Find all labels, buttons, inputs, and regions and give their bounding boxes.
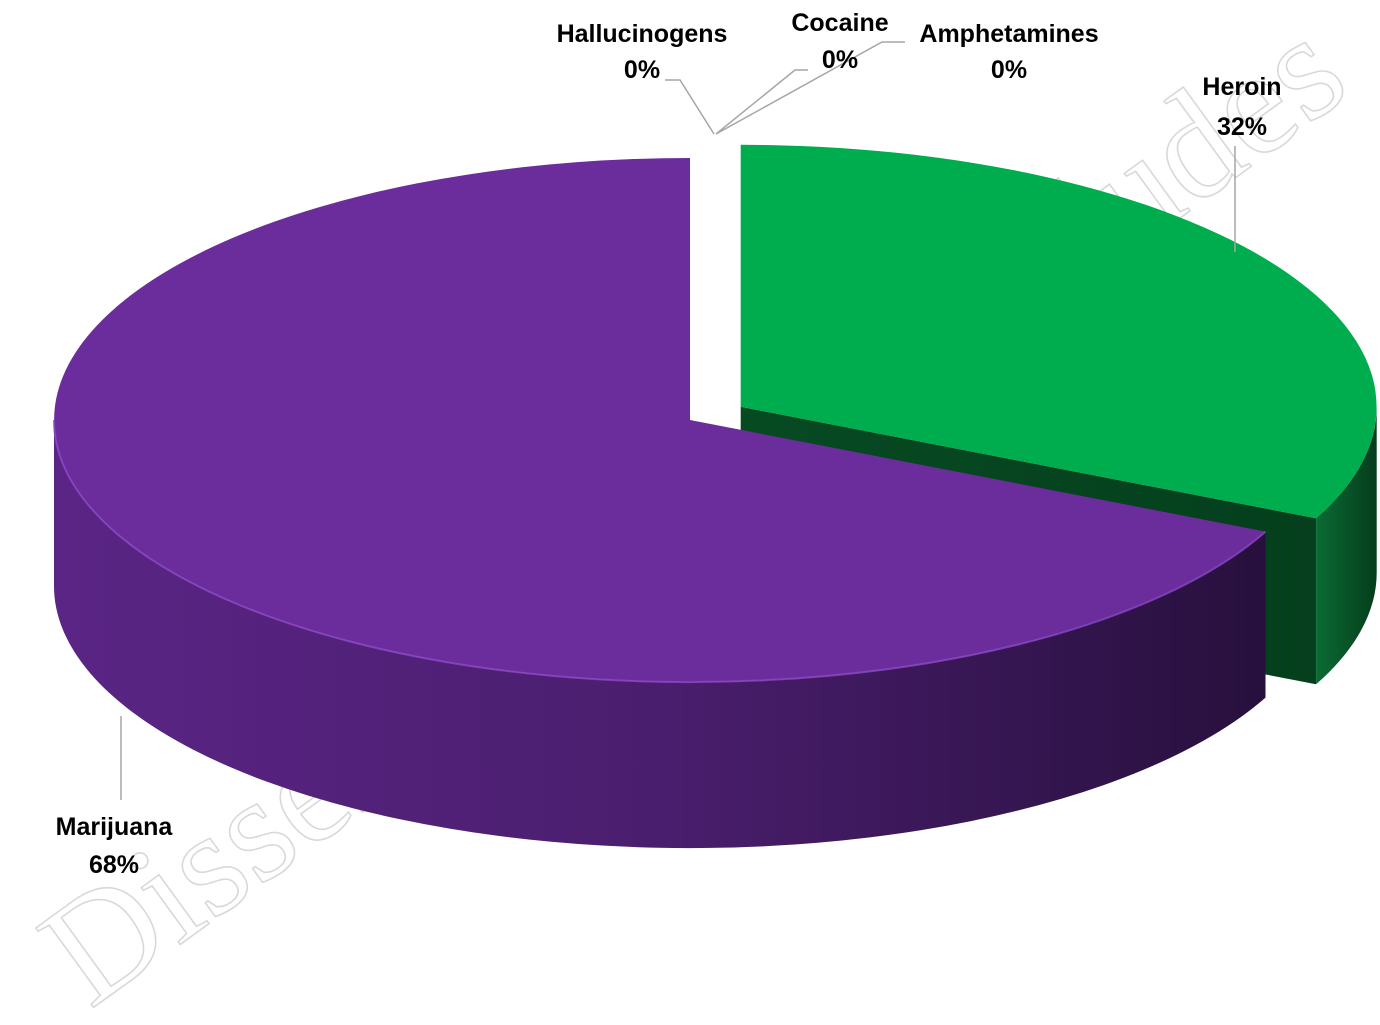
leader-line-cocaine bbox=[715, 69, 808, 135]
label-cocaine-value: 0% bbox=[822, 46, 858, 74]
leader-lines bbox=[120, 41, 1236, 800]
data-labels: Hallucinogens 0% Cocaine 0% Amphetamines… bbox=[56, 9, 1282, 879]
label-amphetamines-name: Amphetamines bbox=[919, 20, 1098, 48]
slice-heroin bbox=[740, 144, 1377, 519]
label-marijuana-value: 68% bbox=[89, 851, 139, 879]
leader-line-hallucinogens bbox=[665, 79, 715, 135]
slice-marijuana-side bbox=[53, 420, 1266, 849]
pie-slices bbox=[53, 144, 1377, 849]
label-amphetamines-value: 0% bbox=[991, 56, 1027, 84]
leader-line-amphetamines bbox=[715, 41, 905, 135]
label-hallucinogens-value: 0% bbox=[624, 56, 660, 84]
label-heroin-value: 32% bbox=[1217, 113, 1267, 141]
slice-heroin-side bbox=[1316, 406, 1377, 685]
label-cocaine-name: Cocaine bbox=[791, 9, 888, 37]
label-hallucinogens-name: Hallucinogens bbox=[557, 20, 728, 48]
slice-marijuana bbox=[54, 158, 1266, 683]
label-heroin-name: Heroin bbox=[1202, 73, 1281, 101]
label-marijuana-name: Marijuana bbox=[56, 813, 174, 841]
slice-marijuana-rim bbox=[53, 419, 1267, 684]
